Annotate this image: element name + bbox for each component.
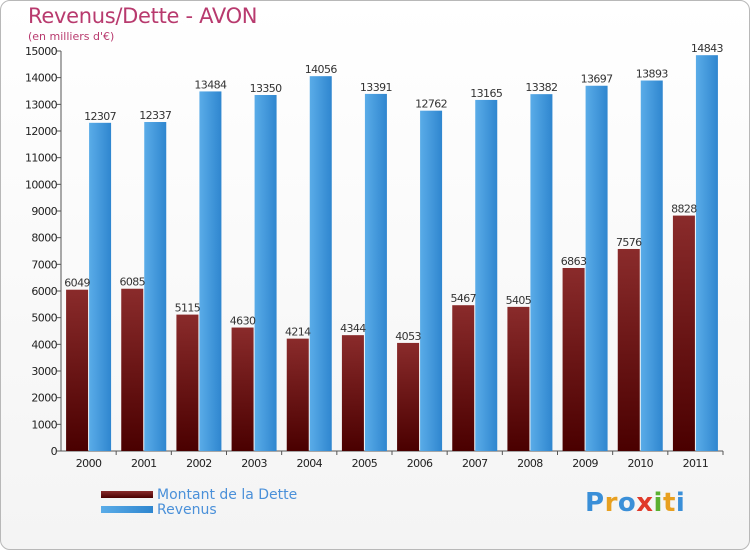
y-tick-label: 2000 xyxy=(31,392,57,405)
data-labels: 6049 12307 6085 12337 5115 13484 4630 13350 4214… xyxy=(64,42,724,343)
chart-title: Revenus/Dette - AVON xyxy=(28,4,258,28)
legend: Montant de la Dette Revenus xyxy=(101,486,298,518)
data-label-debt: 6049 xyxy=(64,277,90,290)
x-tick-label: 2004 xyxy=(296,457,322,470)
x-tick-label: 2006 xyxy=(407,457,433,470)
y-tick-label: 1000 xyxy=(31,418,57,431)
x-tick-label: 2008 xyxy=(517,457,543,470)
data-label-revenue: 12307 xyxy=(84,110,117,123)
axes: 0 1000 2000 3000 4000 5000 6000 7000 8000 9000 100… xyxy=(25,45,724,470)
bar-revenue xyxy=(420,110,443,452)
data-label-debt: 5115 xyxy=(175,302,201,315)
legend-item-debt: Montant de la Dette xyxy=(101,486,298,503)
data-label-revenue: 13697 xyxy=(581,73,614,86)
legend-label-revenue: Revenus xyxy=(157,501,217,518)
data-label-debt: 4214 xyxy=(285,326,311,339)
bars xyxy=(66,55,718,452)
bar-revenue xyxy=(475,99,498,451)
y-tick-label: 13000 xyxy=(25,98,58,111)
data-label-debt: 5467 xyxy=(450,292,476,305)
x-tick-label: 2002 xyxy=(186,457,212,470)
bar-revenue xyxy=(309,76,332,451)
y-tick-label: 3000 xyxy=(31,365,57,378)
bar-debt xyxy=(672,215,695,451)
data-label-revenue: 14843 xyxy=(691,42,724,55)
logo-letter: P xyxy=(585,488,605,518)
bar-revenue xyxy=(530,94,553,451)
logo-letter: i xyxy=(675,488,686,518)
y-tick-label: 5000 xyxy=(31,312,57,325)
data-label-debt: 8828 xyxy=(671,203,697,216)
y-tick-label: 8000 xyxy=(31,232,57,245)
data-label-debt: 6863 xyxy=(561,255,587,268)
x-tick-label: 2000 xyxy=(76,457,102,470)
x-tick-label: 2003 xyxy=(241,457,267,470)
y-tick-label: 10000 xyxy=(25,178,58,191)
y-tick-label: 0 xyxy=(51,445,58,458)
x-tick-label: 2007 xyxy=(462,457,488,470)
x-tick-label: 2005 xyxy=(352,457,378,470)
bar-revenue xyxy=(199,91,222,451)
data-label-revenue: 12762 xyxy=(415,98,447,111)
data-label-revenue: 12337 xyxy=(139,109,172,122)
legend-item-revenue: Revenus xyxy=(101,501,297,518)
bar-debt xyxy=(286,338,309,451)
legend-swatch-revenue xyxy=(101,506,153,513)
bar-revenue xyxy=(364,93,387,451)
data-label-debt: 7576 xyxy=(616,236,642,249)
bar-debt xyxy=(176,314,199,451)
x-tick-label: 2009 xyxy=(572,457,598,470)
data-label-revenue: 13484 xyxy=(194,78,227,91)
data-label-debt: 6085 xyxy=(119,276,145,289)
data-label-revenue: 13391 xyxy=(360,81,392,94)
bar-debt xyxy=(231,327,254,451)
bar-revenue xyxy=(640,80,663,452)
proxiti-logo: Proxiti xyxy=(585,488,685,518)
y-tick-label: 7000 xyxy=(31,258,57,271)
bar-revenue xyxy=(89,122,112,452)
data-label-debt: 4630 xyxy=(230,315,256,328)
bar-debt xyxy=(617,248,640,451)
x-tick-label: 2011 xyxy=(683,457,709,470)
data-label-revenue: 13893 xyxy=(636,68,669,81)
data-label-revenue: 13165 xyxy=(470,87,503,100)
bar-revenue xyxy=(585,85,608,451)
y-tick-label: 12000 xyxy=(25,125,58,138)
y-tick-label: 9000 xyxy=(31,205,57,218)
data-label-debt: 4344 xyxy=(340,322,366,335)
bar-debt xyxy=(562,267,585,451)
legend-label-debt: Montant de la Dette xyxy=(157,486,298,503)
logo-letter: t xyxy=(662,488,676,518)
y-tick-label: 6000 xyxy=(31,285,57,298)
logo-letter: r xyxy=(604,488,618,518)
data-label-debt: 4053 xyxy=(395,330,421,343)
y-tick-label: 4000 xyxy=(31,338,57,351)
y-tick-label: 11000 xyxy=(25,152,58,165)
bar-debt xyxy=(66,289,89,451)
x-tick-label: 2001 xyxy=(131,457,157,470)
x-tick-label: 2010 xyxy=(627,457,653,470)
logo-letter: i xyxy=(653,488,663,518)
chart-subtitle: (en milliers d'€) xyxy=(28,30,115,43)
bar-debt xyxy=(507,306,530,451)
bar-debt xyxy=(452,305,475,451)
bar-revenue xyxy=(144,122,167,451)
bar-debt xyxy=(121,288,144,451)
bar-debt xyxy=(341,335,364,451)
y-tick-label: 15000 xyxy=(25,45,58,58)
data-label-revenue: 14056 xyxy=(305,63,338,76)
bar-debt xyxy=(397,342,420,451)
y-tick-label: 14000 xyxy=(25,72,58,85)
data-label-revenue: 13350 xyxy=(250,82,283,95)
legend-swatch-debt xyxy=(101,491,153,498)
data-label-revenue: 13382 xyxy=(525,81,557,94)
bar-revenue xyxy=(254,95,277,451)
data-label-debt: 5405 xyxy=(506,294,532,307)
logo-letter: o xyxy=(617,488,637,518)
logo-letter: x xyxy=(636,488,654,518)
bar-revenue xyxy=(695,55,718,451)
